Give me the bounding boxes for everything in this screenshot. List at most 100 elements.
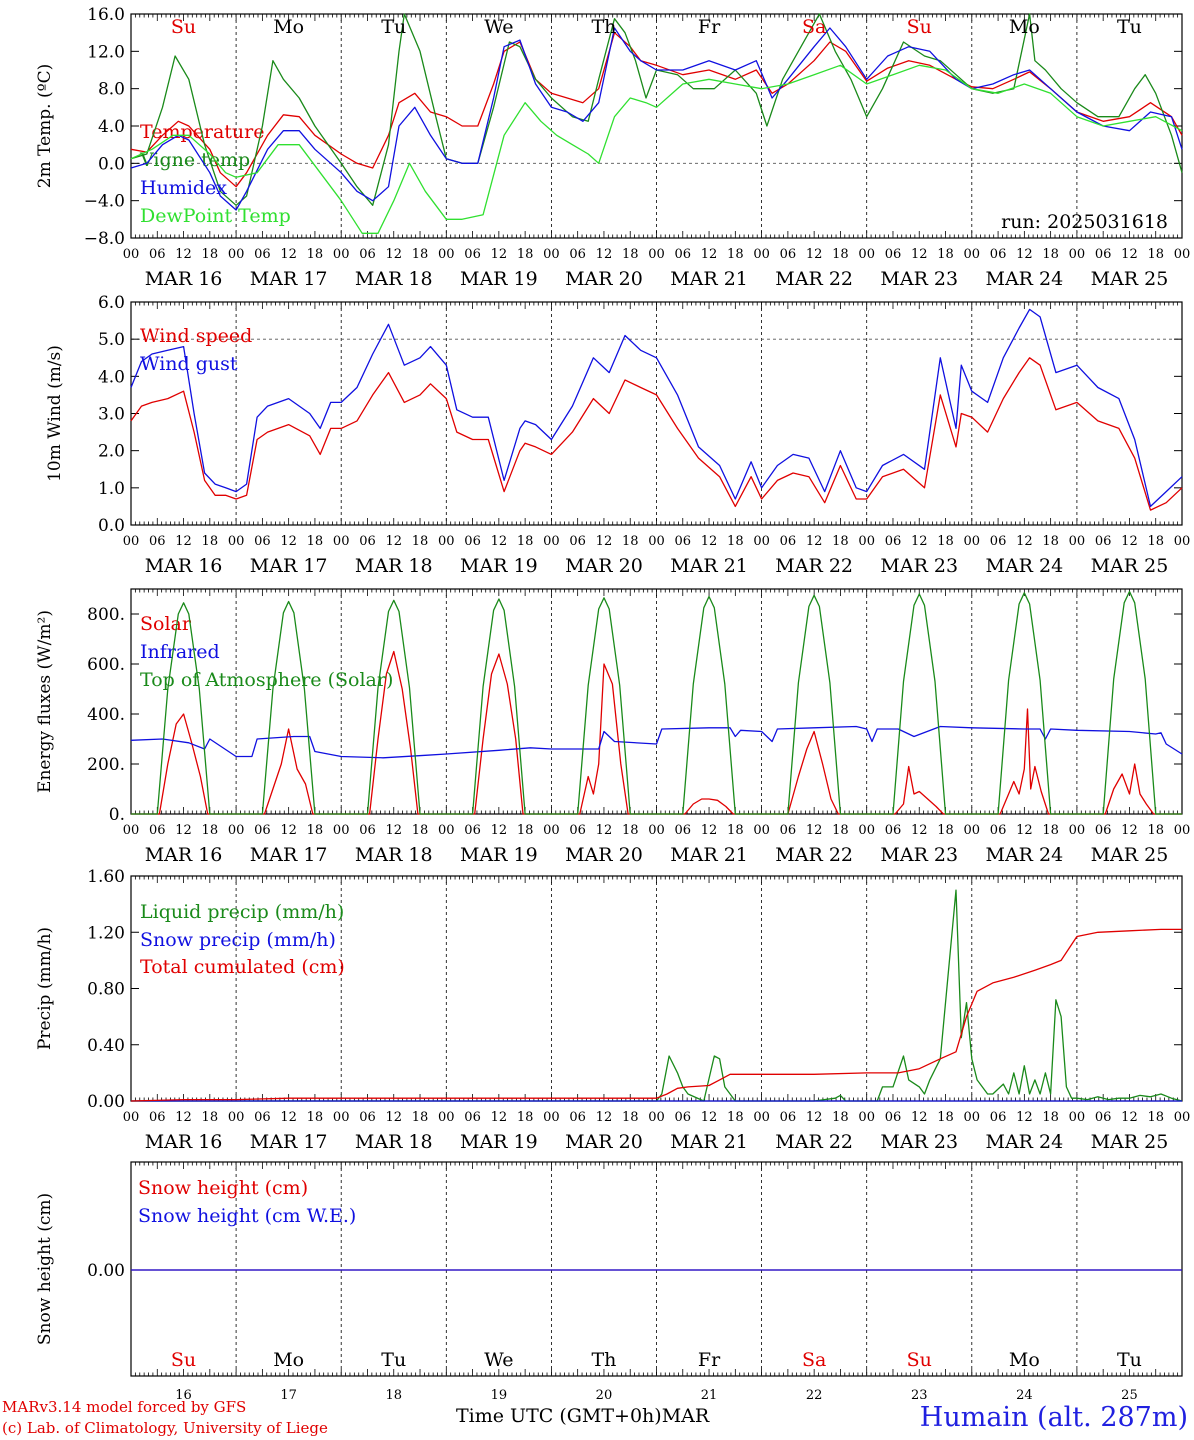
series-line [130, 357, 1183, 511]
date-label: MAR 21 [670, 1131, 748, 1153]
day-number-label: 16 [175, 1388, 192, 1403]
y-tick-label: 200. [87, 755, 125, 775]
y-tick-label: 6.0 [98, 293, 125, 313]
date-label: MAR 21 [670, 555, 748, 577]
legend-entry: DewPoint Temp [140, 205, 291, 227]
hour-tick-label: 12 [1121, 534, 1138, 549]
hour-tick-label: 18 [307, 534, 324, 549]
weekday-label: Mo [273, 1349, 304, 1371]
date-label: MAR 25 [1091, 1131, 1169, 1153]
hour-tick-label: 12 [701, 534, 718, 549]
weekday-label: Fr [698, 16, 721, 38]
hour-tick-label: 00 [964, 247, 981, 262]
hour-tick-label: 00 [858, 823, 875, 838]
y-tick-label: 3.0 [98, 405, 125, 425]
hour-tick-label: 06 [675, 247, 692, 262]
series-line [130, 308, 1183, 508]
hour-tick-label: 00 [964, 534, 981, 549]
run-label: run: 2025031618 [1001, 211, 1168, 233]
hour-tick-label: 12 [491, 247, 508, 262]
hour-tick-label: 06 [359, 534, 376, 549]
hour-tick-label: 18 [727, 823, 744, 838]
weekday-label: Tu [1117, 16, 1142, 38]
hour-tick-label: 00 [1069, 534, 1086, 549]
date-label: MAR 19 [460, 555, 538, 577]
hour-tick-label: 06 [149, 534, 166, 549]
weekday-label: Tu [381, 16, 406, 38]
hour-tick-label: 18 [1147, 247, 1164, 262]
hour-tick-label: 06 [359, 823, 376, 838]
x-ticks [130, 589, 1183, 814]
hour-tick-label: 06 [885, 823, 902, 838]
hour-tick-label: 18 [1147, 1110, 1164, 1125]
hour-tick-label: 06 [149, 1110, 166, 1125]
hour-tick-label: 00 [543, 1110, 560, 1125]
hour-tick-label: 12 [385, 247, 402, 262]
hour-tick-label: 06 [464, 1110, 481, 1125]
hour-tick-label: 00 [648, 534, 665, 549]
hour-tick-label: 12 [1121, 1110, 1138, 1125]
hour-tick-label: 00 [1174, 1110, 1191, 1125]
date-label: MAR 23 [880, 844, 958, 866]
hour-tick-label: 06 [149, 823, 166, 838]
hour-tick-label: 18 [832, 534, 849, 549]
hour-tick-label: 00 [964, 1110, 981, 1125]
legend-entry: Wind gust [140, 353, 238, 375]
month-label: MAR [661, 1405, 710, 1427]
hour-tick-label: 12 [1121, 247, 1138, 262]
hour-tick-label: 00 [228, 247, 245, 262]
hour-tick-label: 12 [911, 534, 928, 549]
hour-tick-label: 00 [228, 823, 245, 838]
date-label: MAR 20 [565, 268, 643, 290]
date-label: MAR 18 [355, 1131, 433, 1153]
hour-tick-label: 06 [1095, 823, 1112, 838]
legend-entry: Solar [140, 613, 192, 635]
weekday-label: We [484, 16, 513, 38]
hour-tick-label: 00 [543, 534, 560, 549]
hour-tick-label: 18 [727, 1110, 744, 1125]
hour-tick-label: 00 [1069, 247, 1086, 262]
hour-tick-label: 06 [254, 823, 271, 838]
hour-tick-label: 00 [858, 247, 875, 262]
hour-tick-label: 18 [307, 1110, 324, 1125]
hour-tick-label: 18 [1042, 247, 1059, 262]
hour-tick-label: 06 [464, 247, 481, 262]
day-number-label: 25 [1121, 1388, 1138, 1403]
weekday-label: Sa [802, 16, 826, 38]
panel-5: 0.00 Snow height (cm) Snow height (cm) Snow… [35, 1161, 1183, 1377]
time-axis-label: Time UTC (GMT+0h)MAR [456, 1405, 709, 1427]
panel-4: 0.00 0.40 0.80 1.20 1.60 Precip (mm/h) 00 06 12 1… [35, 867, 1190, 1153]
hour-tick-label: 00 [333, 1110, 350, 1125]
weekday-label: Th [591, 16, 616, 38]
hour-tick-label: 18 [622, 823, 639, 838]
hour-tick-label: 18 [727, 534, 744, 549]
hour-tick-label: 06 [885, 247, 902, 262]
date-label: MAR 20 [565, 1131, 643, 1153]
day-number-label: 17 [280, 1388, 297, 1403]
day-number-label: 24 [1016, 1388, 1033, 1403]
y-tick-label: 0.00 [87, 1092, 125, 1112]
hour-tick-label: 06 [464, 534, 481, 549]
weekday-label: Sa [802, 1349, 826, 1371]
plot-frame [130, 301, 1183, 526]
hour-tick-label: 12 [280, 534, 297, 549]
date-label: MAR 25 [1091, 268, 1169, 290]
hour-tick-label: 12 [701, 1110, 718, 1125]
date-label: MAR 22 [775, 844, 853, 866]
hour-tick-label: 00 [123, 534, 140, 549]
day-number-label: 22 [806, 1388, 823, 1403]
hour-tick-label: 00 [543, 247, 560, 262]
date-label: MAR 24 [985, 1131, 1063, 1153]
hour-tick-label: 12 [491, 823, 508, 838]
hour-tick-label: 12 [806, 823, 823, 838]
hour-tick-label: 00 [123, 823, 140, 838]
legend-entry: Snow height (cm) [138, 1177, 308, 1199]
hour-tick-label: 12 [596, 534, 613, 549]
hour-tick-label: 18 [412, 823, 429, 838]
hour-tick-label: 00 [648, 247, 665, 262]
hour-tick-label: 00 [753, 823, 770, 838]
date-label: MAR 16 [145, 844, 223, 866]
station-label: Humain (alt. 287m) [919, 1402, 1188, 1433]
hour-tick-label: 06 [359, 247, 376, 262]
